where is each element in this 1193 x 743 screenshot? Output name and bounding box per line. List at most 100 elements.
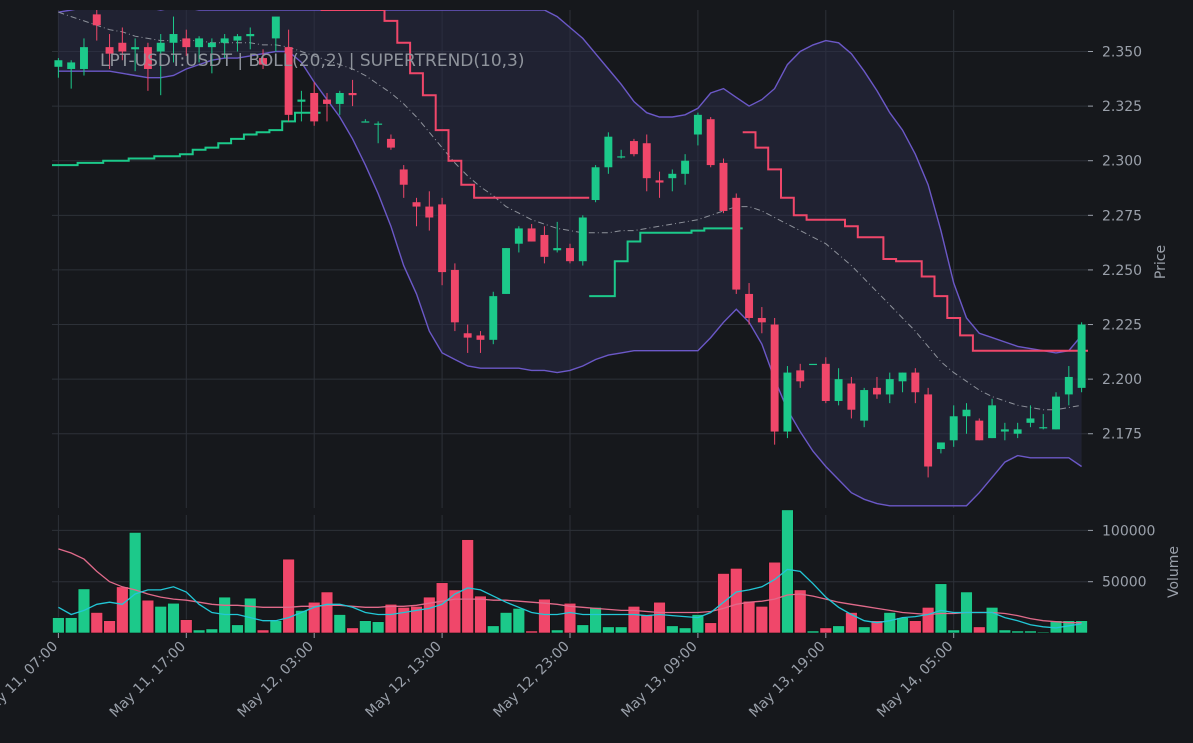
volume-bar <box>103 620 116 634</box>
candle-body <box>92 14 101 26</box>
volume-bar <box>755 606 769 634</box>
volume-bar <box>551 629 564 634</box>
volume-panel: 50000 100000 Volume <box>52 509 1182 634</box>
volume-tick-label: 50000 <box>1102 575 1147 591</box>
volume-ma-fast-line <box>58 568 1082 629</box>
candle-body <box>1000 429 1009 432</box>
volume-bar <box>896 617 909 634</box>
candle-body <box>246 34 255 37</box>
candle-body <box>655 180 664 183</box>
volume-bar <box>435 582 449 634</box>
supertrend-down-segment <box>742 131 1088 352</box>
candle-body <box>911 372 920 393</box>
volume-bar <box>794 589 807 634</box>
price-tick-label: 2.350 <box>1102 45 1142 61</box>
candle-body <box>681 160 690 174</box>
candle-body <box>604 136 613 168</box>
candles <box>54 10 1086 478</box>
volume-bar <box>998 629 1012 634</box>
volume-bar <box>448 589 462 634</box>
volume-bar <box>461 539 474 634</box>
candle-body <box>847 383 856 410</box>
volume-bar <box>231 624 244 634</box>
candle-body <box>169 34 178 43</box>
supertrend-up-segment <box>52 111 321 167</box>
bollinger-lower-line <box>58 50 1082 507</box>
volume-bar <box>371 621 385 634</box>
candle-body <box>872 387 881 395</box>
candle-body <box>732 197 741 290</box>
volume-bar <box>295 610 308 634</box>
volume-bar <box>845 612 858 634</box>
candle-body <box>706 119 715 166</box>
candle-body <box>310 93 319 122</box>
candle-body <box>412 202 421 207</box>
candle-body <box>988 405 997 439</box>
volume-bar <box>563 602 577 634</box>
candle-body <box>514 228 523 244</box>
volume-bar <box>90 612 103 634</box>
volume-bar <box>192 629 206 634</box>
volume-bar <box>883 612 896 634</box>
candle-body <box>693 114 702 135</box>
volume-bar <box>474 595 487 634</box>
candle-body <box>860 390 869 421</box>
candle-body <box>67 62 76 69</box>
volume-ma-slow-line <box>58 548 1082 624</box>
volume-axis-label: Volume <box>1166 546 1182 598</box>
candle-body <box>821 363 830 401</box>
candle-body <box>335 93 344 104</box>
candle-body <box>834 379 843 401</box>
volume-tick-label: 100000 <box>1102 523 1155 539</box>
candle-body <box>476 335 485 340</box>
candle-body <box>463 333 472 338</box>
volume-bar <box>602 626 615 634</box>
candle-body <box>118 42 127 52</box>
candle-body <box>131 47 140 50</box>
volume-bar <box>1011 630 1024 634</box>
candle-body <box>629 141 638 155</box>
candle-body <box>425 206 434 218</box>
volume-bar <box>384 603 398 634</box>
candle-body <box>195 38 204 48</box>
volume-bar <box>934 583 948 634</box>
candle-body <box>949 416 958 441</box>
volume-bar <box>116 586 129 634</box>
volume-bar <box>973 626 986 634</box>
candle-body <box>668 173 677 179</box>
volume-bar <box>52 617 65 634</box>
volume-bar <box>909 620 922 634</box>
volume-axis-ticks: 50000 100000 <box>1088 523 1155 591</box>
candle-body <box>361 121 370 123</box>
volume-bar <box>397 607 410 634</box>
candle-body <box>1052 396 1060 430</box>
volume-moving-averages <box>58 548 1082 629</box>
candle-body <box>936 442 945 450</box>
volume-bar <box>589 607 602 634</box>
candle-body <box>757 317 766 323</box>
volume-bar <box>704 622 717 634</box>
candle-body <box>156 42 165 52</box>
candle-body <box>207 42 216 48</box>
candle-body <box>642 143 651 179</box>
volume-bar <box>614 626 628 634</box>
price-panel: 2.175 2.200 2.225 2.250 2.275 2.300 2.325 2.350… <box>52 10 1169 508</box>
candle-body <box>1077 324 1086 388</box>
candle-body <box>719 162 728 211</box>
price-axis-label: Price <box>1153 245 1169 279</box>
candle-body <box>386 138 395 148</box>
volume-bar <box>346 627 359 634</box>
candle-body <box>1064 376 1073 395</box>
volume-bar <box>410 606 423 634</box>
volume-bar <box>423 596 436 634</box>
volume-bar <box>819 627 832 634</box>
volume-bar <box>154 606 167 634</box>
volume-bar <box>282 558 295 634</box>
bollinger-band-lines <box>58 10 1083 507</box>
candle-body <box>450 269 459 323</box>
supertrend-down-segment <box>320 10 590 199</box>
volume-bar <box>947 629 960 634</box>
volume-bar <box>870 620 884 634</box>
volume-bar <box>627 606 641 634</box>
chart-title: LPT-USDT:USDT | BOLL(20,2) | SUPERTREND(… <box>100 51 525 71</box>
